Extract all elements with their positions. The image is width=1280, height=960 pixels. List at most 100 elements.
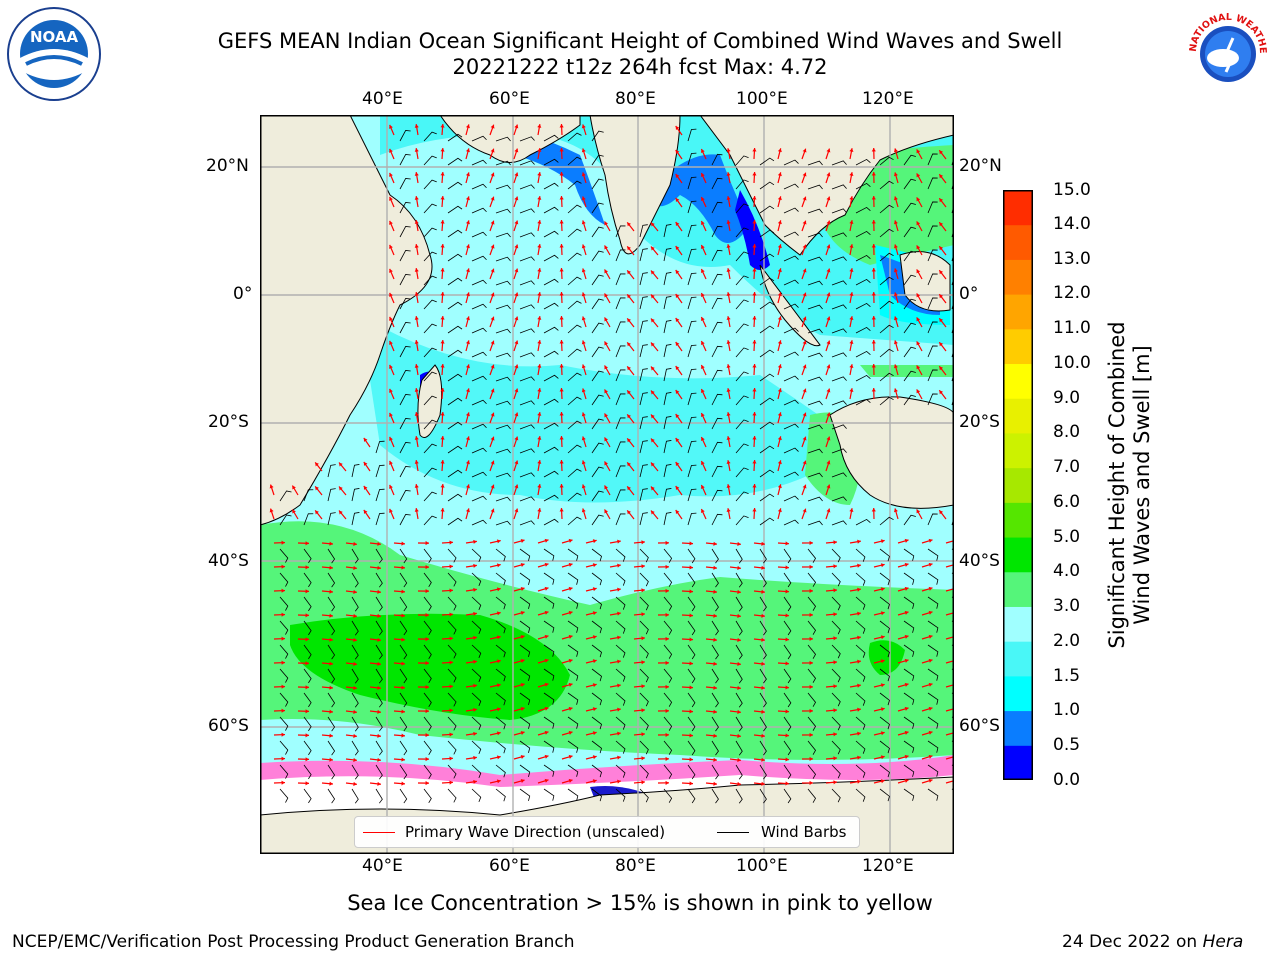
cb-tick-17: 15.0 <box>1053 180 1091 200</box>
wind-barb <box>615 740 626 754</box>
wind-barb <box>903 692 915 705</box>
wind-barb <box>567 204 582 214</box>
wind-barb <box>495 376 511 382</box>
wind-barb <box>735 323 749 334</box>
wave-direction-arrowhead <box>826 388 831 393</box>
wave-direction-arrowhead <box>689 613 693 618</box>
wind-barb <box>543 764 555 777</box>
wave-direction-arrowhead <box>559 244 564 248</box>
wave-height-map <box>260 115 954 854</box>
wind-barb <box>519 644 531 657</box>
wind-barb <box>759 445 775 454</box>
wind-barb <box>735 371 749 382</box>
wind-barb <box>471 596 482 610</box>
wave-direction-arrowhead <box>893 388 898 393</box>
wave-direction-arrowhead <box>520 730 525 735</box>
wave-direction-arrowhead <box>401 661 405 666</box>
wave-direction-arrowhead <box>880 731 885 736</box>
wave-direction-arrowhead <box>737 757 741 762</box>
wind-barb <box>687 296 697 310</box>
wind-barb <box>831 472 847 478</box>
wind-barb <box>303 572 312 588</box>
wave-direction-arrowhead <box>604 413 609 418</box>
wave-direction-arrow <box>945 732 954 736</box>
wind-barb <box>711 249 723 262</box>
wind-barb <box>663 248 672 262</box>
wave-direction-arrowhead <box>809 732 813 738</box>
wave-direction-arrowhead <box>752 364 757 368</box>
wave-direction-arrowhead <box>581 268 586 273</box>
wave-direction-arrowhead <box>650 246 655 251</box>
wave-direction-arrowhead <box>939 390 944 395</box>
wind-barb <box>639 512 648 526</box>
wind-barb <box>615 249 626 262</box>
wave-direction-arrowhead <box>389 196 393 201</box>
wave-direction-arrowhead <box>353 661 357 666</box>
wave-direction-arrowhead <box>496 659 501 664</box>
wave-direction-arrowhead <box>752 244 757 248</box>
wind-barb <box>495 716 506 730</box>
wave-direction-arrowhead <box>777 364 782 369</box>
wind-barb <box>615 345 626 358</box>
wave-direction-arrowhead <box>627 510 631 515</box>
wind-barb <box>471 471 487 478</box>
wave-direction-arrowhead <box>581 460 586 465</box>
wave-direction-arrow <box>945 612 954 616</box>
wind-barb <box>879 620 890 634</box>
wave-direction-arrowhead <box>537 364 542 368</box>
wave-direction-arrowhead <box>916 341 921 346</box>
wind-barb <box>375 740 383 756</box>
wind-barb <box>495 520 511 526</box>
wind-barb <box>567 644 579 657</box>
wave-direction-arrowhead <box>490 388 495 393</box>
colorbar-title-line1: Significant Height of Combined <box>1105 321 1129 649</box>
wave-direction-arrowhead <box>665 684 669 689</box>
wind-barb <box>519 548 531 561</box>
wave-direction-arrowhead <box>785 733 789 738</box>
wind-barb <box>807 596 817 611</box>
wind-barb <box>903 274 916 286</box>
wind-barb <box>783 716 792 732</box>
wind-barb <box>903 250 916 262</box>
wave-direction-arrowhead <box>752 508 757 512</box>
wave-direction-arrowhead <box>581 148 586 153</box>
wind-barb <box>783 279 799 286</box>
wind-barb <box>759 692 767 708</box>
wave-direction-arrowhead <box>604 341 609 346</box>
wind-barb <box>543 716 555 729</box>
wind-barb <box>711 321 723 334</box>
wave-direction-arrowhead <box>305 757 309 762</box>
wind-barb <box>855 716 866 730</box>
wind-barb <box>735 155 749 166</box>
wave-direction-arrowhead <box>785 757 789 762</box>
wind-barb <box>759 764 767 780</box>
wave-direction-arrowhead <box>537 316 542 320</box>
wind-barb <box>639 620 649 635</box>
wind-barb <box>855 374 871 382</box>
wind-barb <box>279 692 289 707</box>
wave-direction-arrowhead <box>689 709 693 714</box>
wind-barb <box>687 392 697 406</box>
wind-barb <box>831 716 841 731</box>
wind-barb <box>519 352 535 358</box>
wave-direction-arrowhead <box>490 292 495 297</box>
wind-barb <box>831 740 841 755</box>
wave-direction-arrowhead <box>880 563 885 568</box>
wind-barb <box>831 424 847 430</box>
wave-direction-arrowhead <box>414 148 419 152</box>
wind-barb <box>375 620 383 636</box>
wind-barb <box>711 345 723 358</box>
wave-direction-arrowhead <box>496 755 501 760</box>
wind-barb <box>831 448 847 454</box>
wind-barb <box>543 182 559 190</box>
wave-direction-arrowhead <box>449 540 453 545</box>
wind-barb <box>783 644 792 660</box>
wave-direction-arrowhead <box>665 660 669 665</box>
wave-direction-arrowhead <box>871 220 876 224</box>
wind-barb <box>735 788 743 804</box>
wave-direction-arrowhead <box>581 292 586 297</box>
colorbar-segment <box>1003 745 1033 781</box>
wind-barb <box>567 276 582 286</box>
wave-direction-arrowhead <box>713 757 717 762</box>
wind-barb <box>447 548 457 563</box>
